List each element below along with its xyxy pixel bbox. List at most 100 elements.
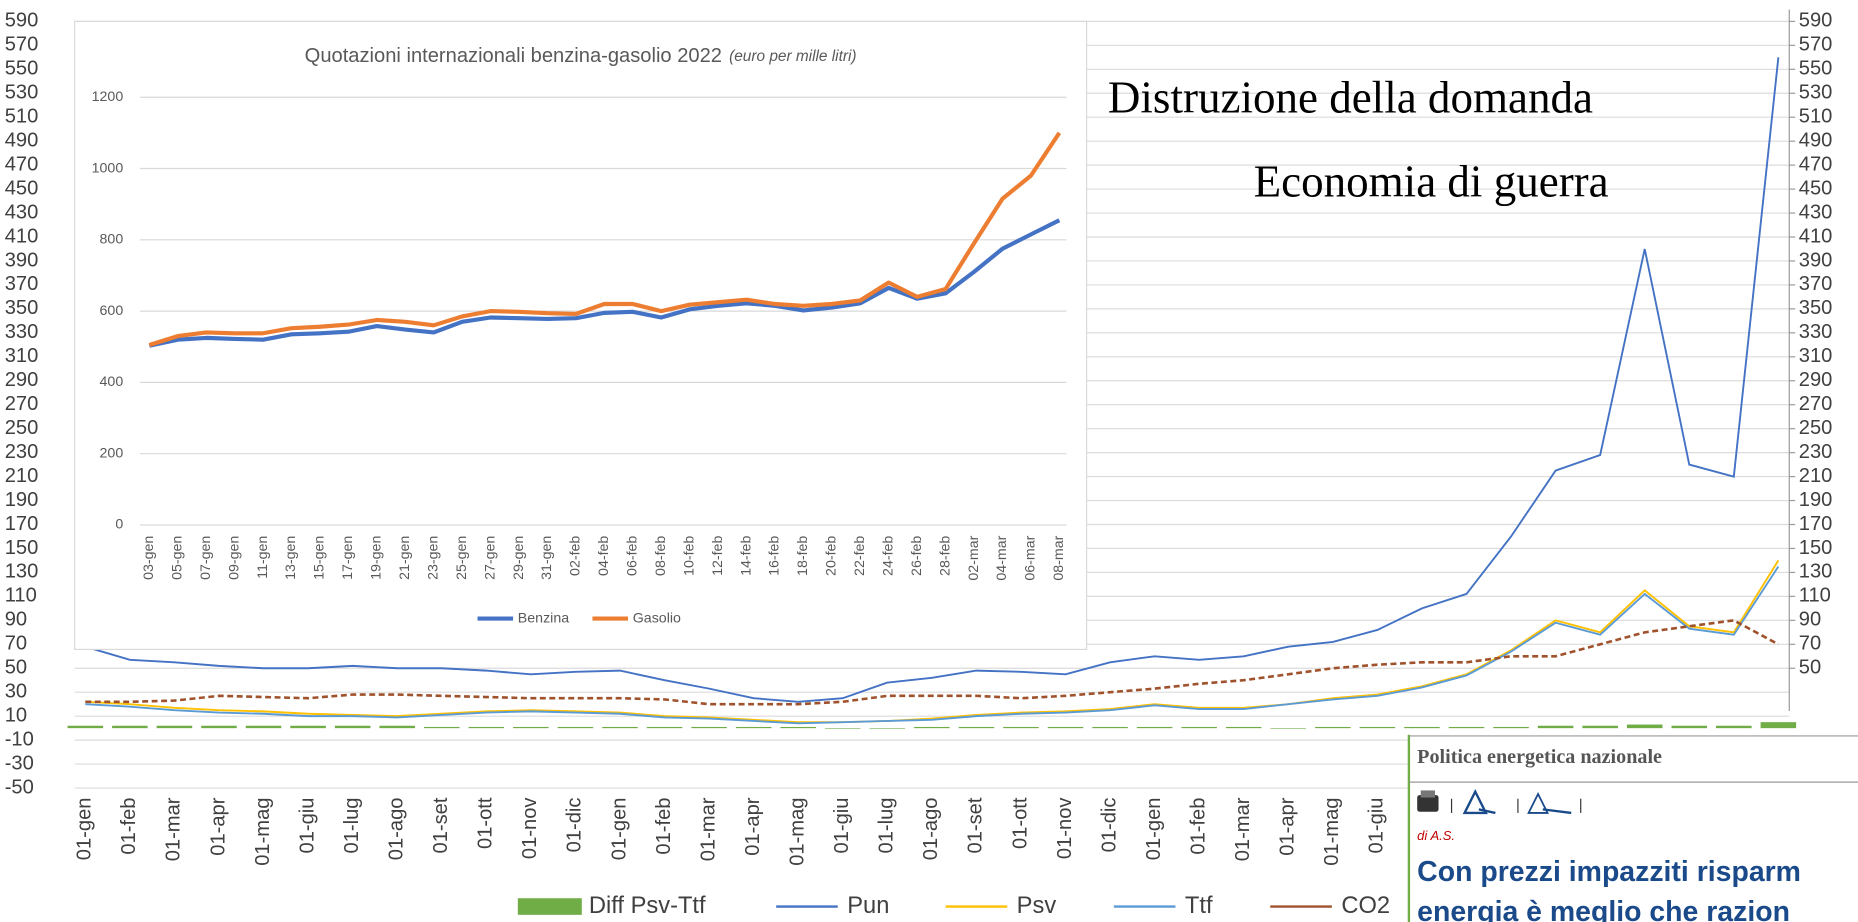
x-tick-label: 01-giu xyxy=(296,798,318,854)
x-tick-label: 25-gen xyxy=(454,536,470,580)
y-tick-label: -10 xyxy=(5,728,34,750)
print-icon[interactable] xyxy=(1417,790,1439,812)
y2-tick-label: 270 xyxy=(1799,393,1833,415)
x-tick-label: 14-feb xyxy=(738,536,754,576)
x-tick-label: 22-feb xyxy=(852,536,868,576)
y-tick-label: 270 xyxy=(5,393,39,415)
y-tick-label: 600 xyxy=(100,303,124,319)
x-tick-label: 02-mar xyxy=(966,535,982,580)
y-tick-label: 10 xyxy=(5,704,27,726)
y-tick-label: 570 xyxy=(5,34,39,56)
x-tick-label: 01-apr xyxy=(207,797,229,855)
fuel-quote-chart: Quotazioni internazionali benzina-gasoli… xyxy=(74,20,1088,650)
bar xyxy=(1671,725,1708,729)
x-tick-label: 04-mar xyxy=(994,535,1010,580)
bar xyxy=(423,726,460,729)
bar xyxy=(1716,725,1752,729)
y2-tick-label: 130 xyxy=(1799,561,1833,583)
y2-tick-label: 170 xyxy=(1799,513,1833,535)
bar xyxy=(1225,726,1262,729)
bar xyxy=(1181,726,1217,729)
y-tick-label: 50 xyxy=(5,657,27,679)
y2-tick-label: 370 xyxy=(1799,273,1833,295)
x-tick-label: 01-ago xyxy=(386,798,408,861)
y-tick-label: 110 xyxy=(5,585,37,607)
bar xyxy=(735,726,772,729)
y-tick-label: 350 xyxy=(5,297,39,319)
legend-label: Benzina xyxy=(518,610,569,626)
article-panel: Politica energetica nazionale di A.S. Co… xyxy=(1407,734,1858,922)
x-tick-label: 01-mag xyxy=(252,798,274,866)
x-tick-label: 12-feb xyxy=(710,536,726,576)
x-tick-label: 01-mag xyxy=(786,798,808,866)
y2-tick-label: 490 xyxy=(1799,129,1833,151)
subtitle: (euro per mille litri) xyxy=(729,48,856,65)
y2-tick-label: 550 xyxy=(1799,58,1833,80)
title: Quotazioni internazionali benzina-gasoli… xyxy=(305,45,722,67)
x-tick-label: 04-feb xyxy=(596,536,612,576)
bar xyxy=(1092,726,1128,729)
x-tick-label: 31-gen xyxy=(539,536,555,580)
bar xyxy=(334,725,371,729)
bar xyxy=(1760,722,1797,729)
article-background xyxy=(1407,734,1858,922)
y-tick-label: 400 xyxy=(100,374,124,390)
chart-background xyxy=(74,20,1088,650)
byline: di A.S. xyxy=(1417,828,1455,843)
x-tick-label: 27-gen xyxy=(482,536,498,580)
legend-label: Ttf xyxy=(1185,893,1213,919)
x-tick-label: 01-feb xyxy=(118,798,140,855)
x-tick-label: 29-gen xyxy=(511,536,527,580)
font-larger-icon[interactable] xyxy=(1462,788,1496,815)
x-tick-label: 01-ott xyxy=(475,797,497,849)
y2-tick-label: 470 xyxy=(1799,153,1833,175)
font-smaller-icon[interactable] xyxy=(1527,791,1572,815)
x-tick-label: 07-gen xyxy=(198,536,214,580)
bar xyxy=(1537,725,1574,729)
x-tick-label: 06-feb xyxy=(625,536,641,576)
x-tick-label: 21-gen xyxy=(397,536,413,580)
x-tick-label: 06-mar xyxy=(1023,535,1039,580)
legend-label: Diff Psv-Ttf xyxy=(589,893,706,919)
y2-tick-label: 450 xyxy=(1799,177,1833,199)
bar xyxy=(1047,726,1084,729)
y-tick-label: 70 xyxy=(5,633,27,655)
y-tick-label: 230 xyxy=(5,441,39,463)
x-tick-label: 23-gen xyxy=(425,536,441,580)
x-tick-label: 01-feb xyxy=(653,798,675,855)
y-tick-label: 170 xyxy=(5,513,39,535)
y2-tick-label: 250 xyxy=(1799,417,1833,439)
x-tick-label: 01-feb xyxy=(1187,798,1209,855)
y2-tick-label: 310 xyxy=(1799,345,1833,367)
x-tick-label: 01-ott xyxy=(1009,797,1031,849)
y-tick-label: 290 xyxy=(5,369,39,391)
bar xyxy=(602,726,638,729)
x-tick-label: 02-feb xyxy=(568,536,584,576)
bar xyxy=(156,725,193,729)
y2-tick-label: 350 xyxy=(1799,297,1833,319)
y-tick-label: 130 xyxy=(5,561,39,583)
y2-tick-label: 90 xyxy=(1799,609,1821,631)
y-tick-label: 370 xyxy=(5,273,39,295)
bar xyxy=(67,725,104,729)
y2-tick-label: 530 xyxy=(1799,82,1833,104)
bar xyxy=(1136,726,1173,729)
y-tick-label: 250 xyxy=(5,417,39,439)
y2-tick-label: 230 xyxy=(1799,441,1833,463)
x-tick-label: 19-gen xyxy=(369,536,385,580)
x-tick-label: 01-gen xyxy=(74,798,96,861)
bar xyxy=(691,726,727,729)
x-tick-label: 01-dic xyxy=(564,798,586,853)
y-tick-label: 0 xyxy=(115,517,123,533)
x-tick-label: 05-gen xyxy=(169,536,185,580)
annotation: Distruzione della domanda xyxy=(1108,72,1593,122)
x-tick-label: 28-feb xyxy=(937,536,953,576)
legend-label: CO2 xyxy=(1341,893,1390,919)
bar xyxy=(112,725,148,729)
bar xyxy=(958,726,995,729)
bar xyxy=(1448,726,1485,729)
x-tick-label: 01-set xyxy=(430,797,452,853)
series-line xyxy=(85,57,1780,703)
y-tick-label: 430 xyxy=(5,201,39,223)
bar xyxy=(1315,726,1351,729)
